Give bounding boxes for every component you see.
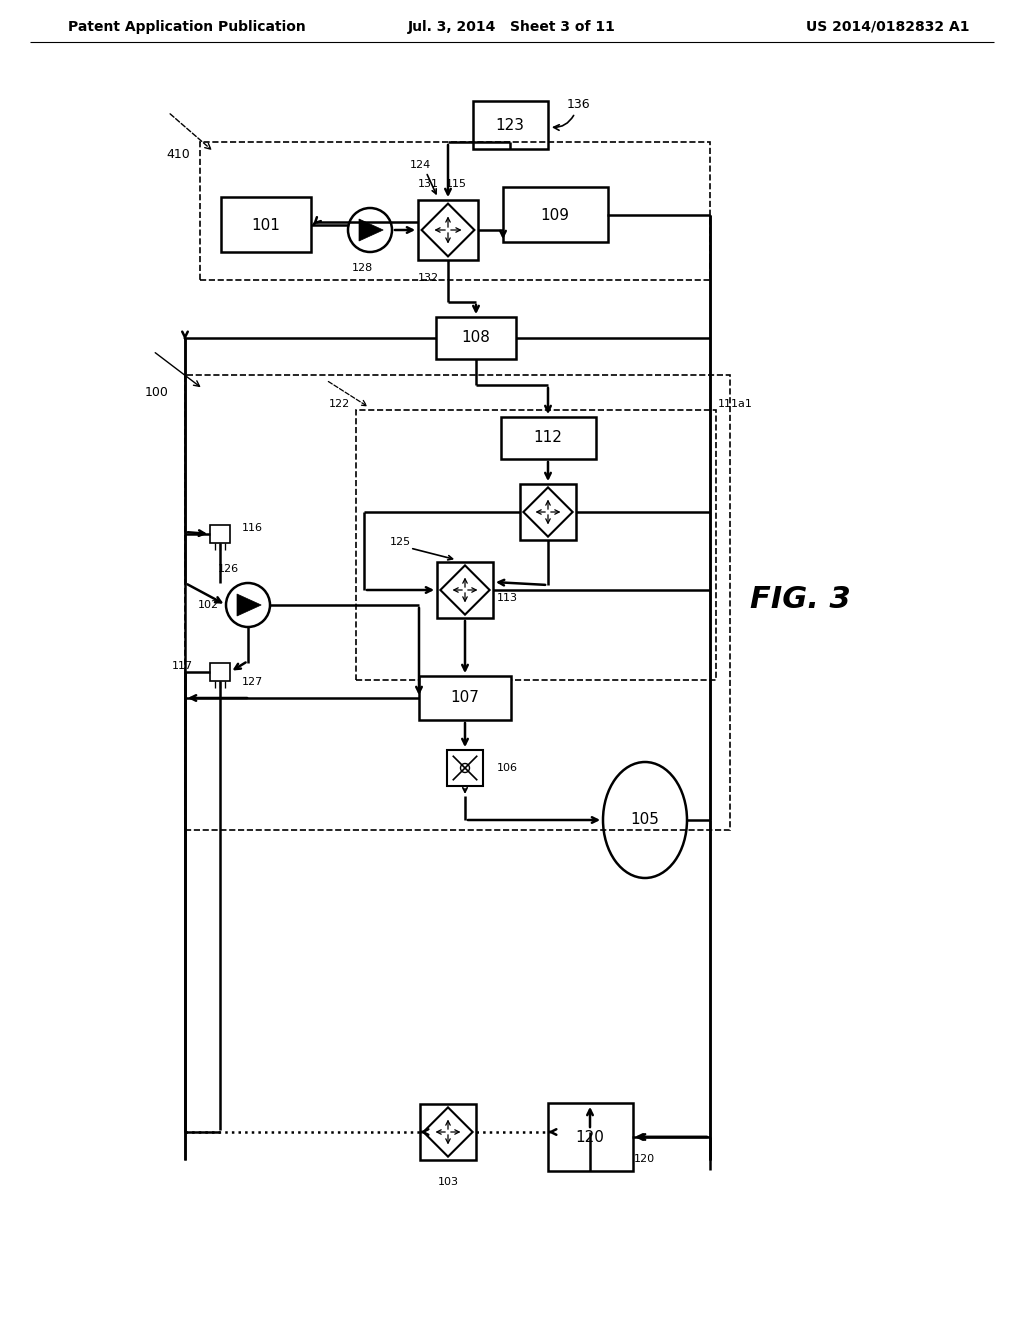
Bar — [473, 102, 548, 149]
Text: 115: 115 — [445, 180, 467, 189]
Polygon shape — [359, 219, 383, 242]
Text: Jul. 3, 2014   Sheet 3 of 11: Jul. 3, 2014 Sheet 3 of 11 — [408, 20, 616, 34]
Bar — [447, 750, 483, 785]
Bar — [503, 187, 608, 242]
Text: 131: 131 — [418, 180, 438, 189]
Text: 125: 125 — [389, 537, 411, 546]
Bar — [356, 411, 716, 680]
Text: 107: 107 — [451, 690, 479, 705]
Text: 127: 127 — [242, 677, 262, 686]
Text: 120: 120 — [634, 1154, 654, 1164]
Text: 105: 105 — [631, 813, 659, 828]
Text: 123: 123 — [496, 117, 524, 132]
Text: 132: 132 — [418, 273, 438, 282]
Bar — [420, 1104, 476, 1160]
Bar — [437, 562, 493, 618]
Text: 112: 112 — [534, 430, 562, 446]
Bar — [210, 663, 230, 681]
Bar — [419, 676, 511, 719]
FancyArrowPatch shape — [554, 115, 573, 131]
Bar — [185, 375, 730, 830]
Polygon shape — [237, 594, 261, 616]
Text: 126: 126 — [217, 564, 239, 574]
Text: 102: 102 — [198, 601, 218, 610]
Text: 124: 124 — [410, 160, 431, 170]
Text: 108: 108 — [462, 330, 490, 346]
Bar — [221, 197, 311, 252]
Text: 410: 410 — [166, 148, 189, 161]
Text: 103: 103 — [437, 1177, 459, 1187]
Bar — [200, 143, 710, 280]
Text: 116: 116 — [242, 523, 262, 533]
Text: 106: 106 — [497, 763, 517, 774]
Text: 117: 117 — [171, 661, 193, 671]
Bar — [418, 201, 478, 260]
Bar — [520, 484, 575, 540]
Text: 136: 136 — [566, 99, 590, 111]
Text: 111a1: 111a1 — [718, 399, 753, 409]
Text: 100: 100 — [145, 387, 169, 400]
Text: 113: 113 — [497, 593, 517, 603]
Bar — [210, 525, 230, 543]
Text: 109: 109 — [541, 207, 569, 223]
Text: Patent Application Publication: Patent Application Publication — [68, 20, 306, 34]
Bar — [548, 1104, 633, 1171]
Text: 128: 128 — [351, 263, 373, 273]
Text: 120: 120 — [575, 1130, 604, 1144]
Text: FIG. 3: FIG. 3 — [750, 586, 850, 615]
Text: 101: 101 — [252, 218, 281, 232]
Text: US 2014/0182832 A1: US 2014/0182832 A1 — [807, 20, 970, 34]
Bar — [501, 417, 596, 459]
Text: 122: 122 — [329, 399, 350, 409]
Bar — [436, 317, 516, 359]
